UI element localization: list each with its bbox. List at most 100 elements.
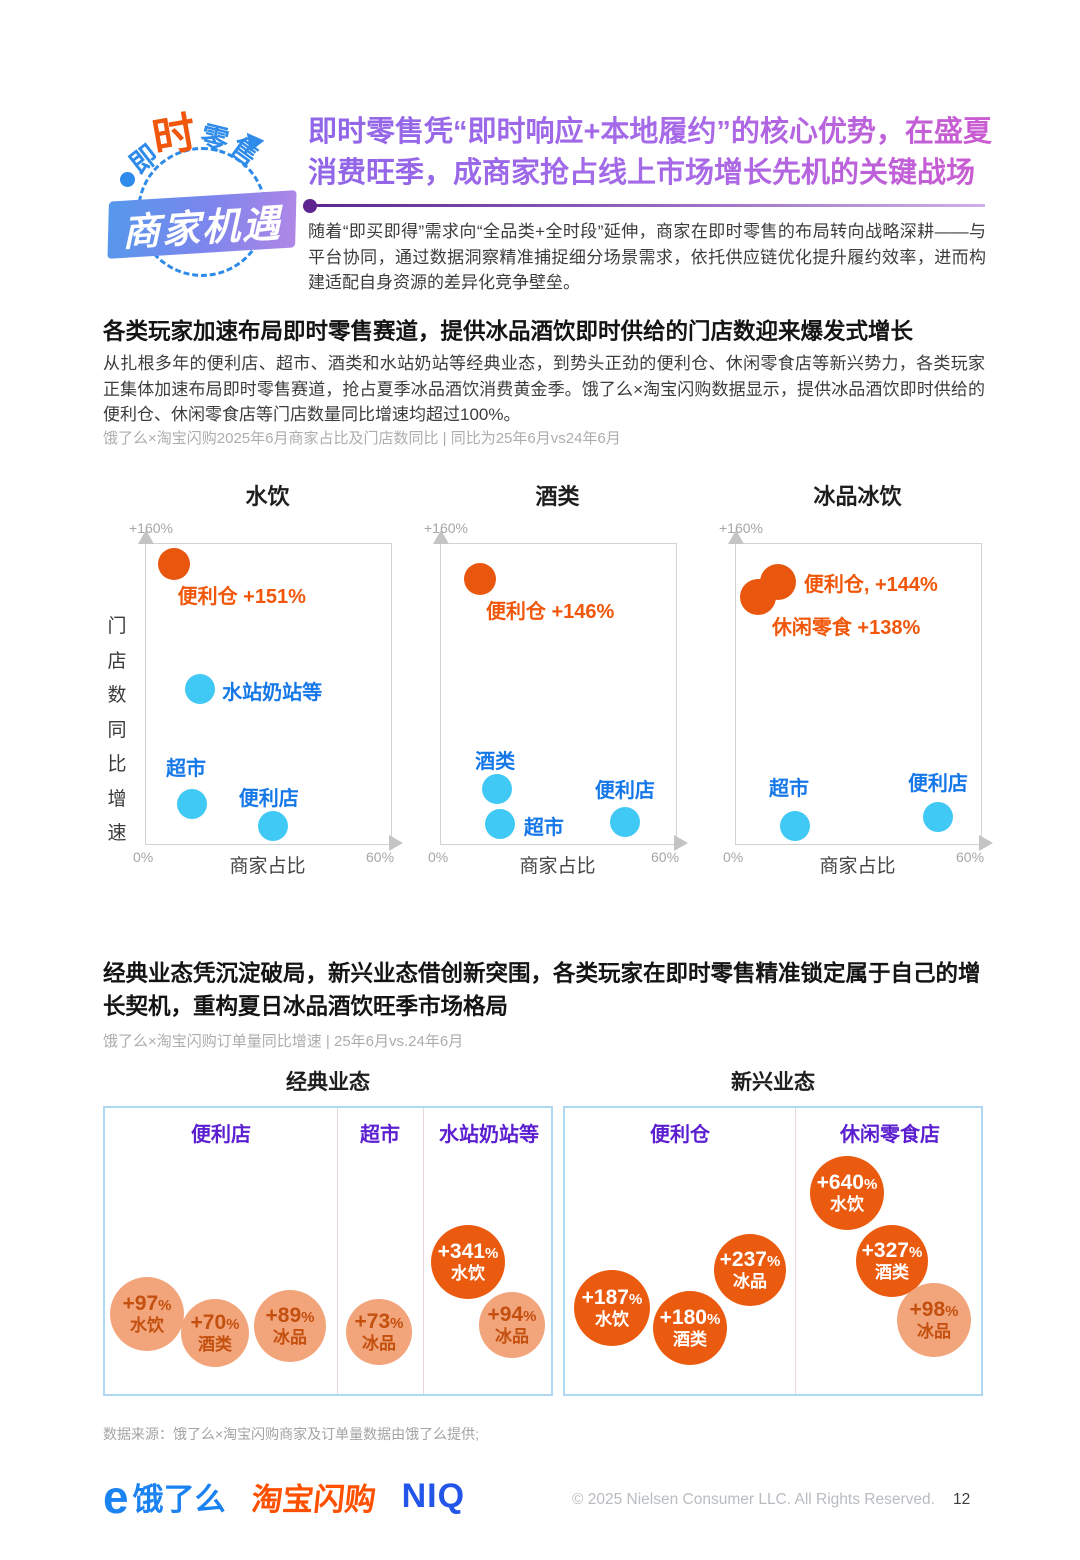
x-axis-label: 商家占比 bbox=[519, 856, 596, 877]
y-axis-arrow-icon bbox=[433, 530, 449, 544]
chart-title: 冰品冰饮 bbox=[813, 484, 902, 509]
scatter-point-label: 超市 bbox=[165, 757, 206, 780]
section1-heading: 各类玩家加速布局即时零售赛道，提供冰品酒饮即时供给的门店数迎来爆发式增长 bbox=[103, 319, 914, 344]
x-axis-arrow-icon bbox=[674, 835, 688, 851]
badge-banner-label: 商家机遇 bbox=[121, 203, 283, 255]
scatter-dot-blue bbox=[176, 788, 207, 819]
footer-logos: e 饿了么 淘宝闪购 NIQ bbox=[103, 1470, 466, 1523]
scatter-dot-orange bbox=[463, 562, 496, 595]
scatter-dot-blue bbox=[257, 811, 288, 842]
scatter-dot-blue bbox=[185, 674, 216, 705]
panel-column-header: 便利仓 bbox=[650, 1124, 710, 1146]
scatter-point-label: 便利店 bbox=[594, 780, 655, 803]
panel-1: 便利店 超市 水站奶站等 +97% 水饮 +70% 酒类 +89% 冰品 +73% 冰品 +341% 水… bbox=[103, 1106, 553, 1396]
growth-bubble: +327% 酒类 bbox=[856, 1225, 928, 1297]
section2-heading: 经典业态凭沉淀破局，新兴业态借创新突围，各类玩家在即时零售精准锁定属于自己的增长… bbox=[103, 961, 981, 1019]
scatter-dot-blue bbox=[609, 807, 640, 838]
bubble-category: 酒类 bbox=[875, 1263, 909, 1283]
badge-banner: 商家机遇 bbox=[107, 190, 297, 259]
badge-dot bbox=[120, 172, 135, 187]
data-source-note: 数据来源：饿了么×淘宝闪购商家及订单量数据由饿了么提供; bbox=[103, 1426, 480, 1442]
x-axis-tick-min: 0% bbox=[428, 849, 449, 865]
scatter-dot-orange bbox=[759, 564, 796, 601]
x-axis-tick-max: 60% bbox=[956, 849, 985, 865]
scatter-dot-blue bbox=[482, 773, 513, 804]
scatter-point-label: 超市 bbox=[523, 817, 564, 840]
page-number: 12 bbox=[953, 1491, 971, 1508]
bubble-value: +73% bbox=[354, 1310, 404, 1334]
bubble-value: +98% bbox=[909, 1298, 959, 1322]
bubble-category: 水饮 bbox=[595, 1310, 629, 1330]
bubble-category: 酒类 bbox=[198, 1335, 232, 1355]
divider-dot bbox=[303, 199, 317, 213]
badge-arc-char: 时 bbox=[148, 108, 200, 164]
section1-caption: 饿了么×淘宝闪购2025年6月商家占比及门店数同比 | 同比为25年6月vs24… bbox=[103, 430, 621, 447]
scatter-dot-blue bbox=[780, 811, 811, 842]
x-axis-tick-max: 60% bbox=[651, 849, 680, 865]
scatter-point-label: 酒类 bbox=[475, 750, 516, 773]
scatter-dot-orange bbox=[157, 547, 190, 580]
bubble-value: +341% bbox=[437, 1240, 499, 1264]
panel-column-header: 水站奶站等 bbox=[439, 1124, 539, 1146]
growth-bubble: +187% 水饮 bbox=[574, 1270, 650, 1346]
scatter-point-label: 便利仓, +144% bbox=[803, 574, 938, 597]
bubble-category: 酒类 bbox=[673, 1330, 707, 1350]
eleme-logo: e 饿了么 bbox=[103, 1470, 226, 1523]
scatter-point-label: 水站奶站等 bbox=[222, 682, 323, 705]
bubble-category: 冰品 bbox=[917, 1322, 951, 1342]
panel-2: 便利仓 休闲零食店 +187% 水饮 +180% 酒类 +237% 冰品 +640% 水饮 +327… bbox=[563, 1106, 983, 1396]
growth-bubble: +341% 水饮 bbox=[431, 1225, 505, 1299]
growth-bubble: +237% 冰品 bbox=[714, 1234, 786, 1306]
bubble-value: +237% bbox=[719, 1248, 781, 1272]
bubble-value: +180% bbox=[659, 1306, 721, 1330]
scatter-point-label: 便利店 bbox=[238, 788, 299, 811]
growth-bubble: +94% 冰品 bbox=[479, 1292, 545, 1358]
scatter-point-label: 休闲零食 +138% bbox=[771, 617, 921, 640]
chart-title: 酒类 bbox=[535, 484, 580, 509]
section2-caption: 饿了么×淘宝闪购订单量同比增速 | 25年6月vs.24年6月 bbox=[103, 1033, 464, 1050]
copyright-text: © 2025 Nielsen Consumer LLC. All Rights … bbox=[572, 1491, 935, 1508]
eleme-e-icon: e bbox=[103, 1470, 129, 1523]
panel-divider bbox=[423, 1108, 424, 1394]
bubble-category: 水饮 bbox=[451, 1264, 485, 1284]
bubble-category: 冰品 bbox=[362, 1334, 396, 1354]
bubble-value: +89% bbox=[265, 1304, 315, 1328]
panel-column-header: 便利店 bbox=[191, 1124, 251, 1146]
panel-divider bbox=[337, 1108, 338, 1394]
y-axis-arrow-icon bbox=[728, 530, 744, 544]
x-axis-tick-max: 60% bbox=[366, 849, 395, 865]
bubble-value: +187% bbox=[581, 1286, 643, 1310]
bubble-category: 冰品 bbox=[733, 1272, 767, 1292]
scatter-point-label: 便利店 bbox=[907, 772, 968, 795]
niq-logo: NIQ bbox=[401, 1477, 466, 1515]
scatter-point-label: 便利仓 +146% bbox=[485, 600, 615, 623]
y-axis-arrow-icon bbox=[138, 530, 154, 544]
growth-bubble: +180% 酒类 bbox=[653, 1291, 727, 1365]
bubble-value: +327% bbox=[861, 1239, 923, 1263]
panel-divider bbox=[795, 1108, 796, 1394]
bubble-value: +70% bbox=[190, 1311, 240, 1335]
growth-bubble: +98% 冰品 bbox=[897, 1283, 971, 1357]
bubble-value: +94% bbox=[487, 1303, 537, 1327]
x-axis-label: 商家占比 bbox=[229, 856, 306, 877]
y-axis-label: 门 店 数 同 比 增 速 bbox=[107, 616, 127, 844]
section1-body: 从扎根多年的便利店、超市、酒类和水站奶站等经典业态，到势头正劲的便利仓、休闲零食… bbox=[103, 354, 985, 424]
page-title: 即时零售凭“即时响应+本地履约”的核心优势，在盛夏消费旺季，成商家抢占线上市场增… bbox=[308, 112, 992, 194]
bubble-category: 水饮 bbox=[830, 1195, 864, 1215]
bubble-value: +640% bbox=[816, 1171, 878, 1195]
growth-bubble: +73% 冰品 bbox=[346, 1299, 412, 1365]
panel-title: 经典业态 bbox=[286, 1071, 370, 1094]
taobao-shangou-logo: 淘宝闪购 bbox=[249, 1482, 378, 1517]
bubble-category: 水饮 bbox=[130, 1316, 164, 1336]
growth-bubble: +640% 水饮 bbox=[810, 1156, 884, 1230]
x-axis-label: 商家占比 bbox=[819, 856, 896, 877]
eleme-wordmark: 饿了么 bbox=[132, 1482, 226, 1517]
panel-title: 新兴业态 bbox=[731, 1071, 815, 1094]
divider-line bbox=[313, 204, 985, 207]
growth-bubble: +89% 冰品 bbox=[254, 1290, 326, 1362]
scatter-point-label: 便利仓 +151% bbox=[177, 585, 306, 608]
panel-column-header: 休闲零食店 bbox=[840, 1124, 940, 1146]
x-axis-tick-min: 0% bbox=[723, 849, 744, 865]
x-axis-arrow-icon bbox=[389, 835, 403, 851]
panel-column-header: 超市 bbox=[360, 1124, 400, 1146]
